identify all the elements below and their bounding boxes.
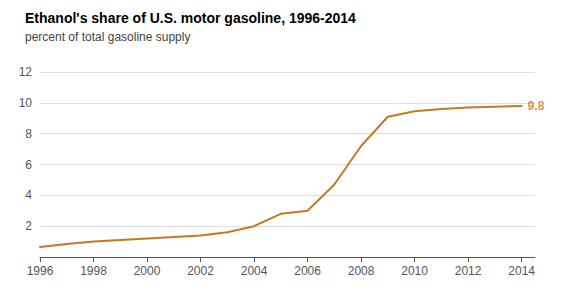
svg-text:9.8: 9.8: [528, 99, 545, 113]
svg-text:Ethanol's share of U.S. motor: Ethanol's share of U.S. motor gasoline, …: [25, 10, 356, 26]
svg-text:2002: 2002: [187, 264, 214, 278]
svg-text:2006: 2006: [294, 264, 321, 278]
svg-text:2: 2: [25, 219, 32, 233]
svg-text:1996: 1996: [27, 264, 54, 278]
svg-text:2008: 2008: [348, 264, 375, 278]
svg-text:8: 8: [25, 127, 32, 141]
svg-text:4: 4: [25, 188, 32, 202]
svg-text:10: 10: [19, 96, 33, 110]
svg-text:percent of total gasoline supp: percent of total gasoline supply: [25, 30, 190, 44]
svg-text:1998: 1998: [80, 264, 107, 278]
svg-text:2000: 2000: [134, 264, 161, 278]
svg-text:2014: 2014: [508, 264, 535, 278]
svg-text:6: 6: [25, 158, 32, 172]
svg-text:2004: 2004: [241, 264, 268, 278]
svg-text:2010: 2010: [401, 264, 428, 278]
svg-text:2012: 2012: [455, 264, 482, 278]
svg-text:12: 12: [19, 65, 33, 79]
